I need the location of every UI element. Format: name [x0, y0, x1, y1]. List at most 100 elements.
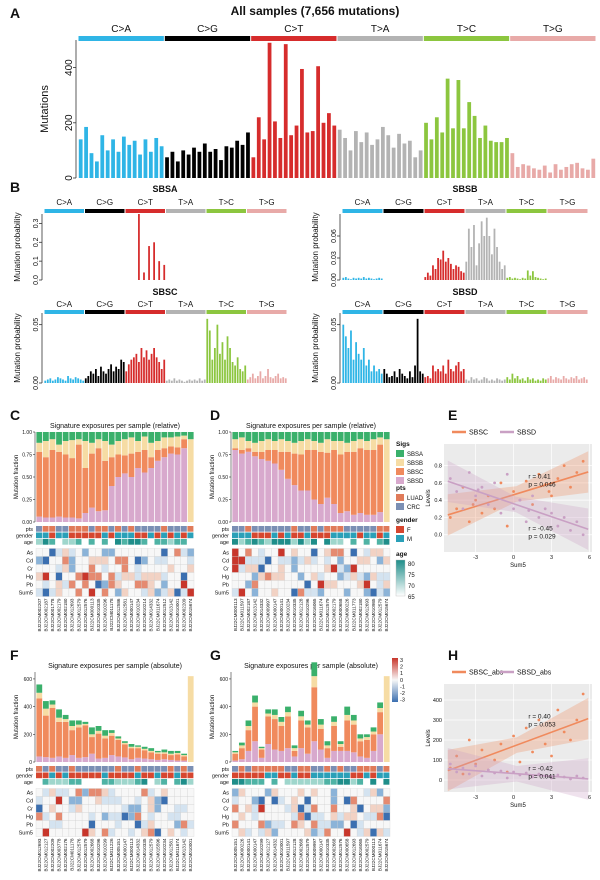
- heat-cell: [75, 796, 83, 805]
- bar-sbsc: [56, 721, 62, 757]
- heat-cell: [297, 788, 305, 797]
- legend-item: F: [407, 528, 411, 534]
- bar: [64, 380, 67, 383]
- annot-label: gender: [212, 774, 229, 780]
- annot-cell: [62, 766, 69, 772]
- heat-cell: [343, 812, 351, 821]
- bar-sbsb: [304, 439, 311, 450]
- heat-cell: [128, 820, 135, 829]
- bar: [213, 348, 216, 383]
- bar: [424, 277, 427, 280]
- heat-cell: [42, 812, 50, 821]
- annot-cell: [291, 532, 298, 539]
- bar: [370, 144, 374, 178]
- heat-cell: [277, 796, 285, 805]
- annot-cell: [343, 766, 350, 772]
- heat-cell: [324, 572, 331, 581]
- sample-label: BJ22CM010001: [188, 838, 193, 871]
- heat-cell: [251, 564, 259, 573]
- y-tick-label: 600: [24, 677, 33, 683]
- annot-cell: [304, 532, 311, 539]
- bar: [365, 278, 368, 280]
- bar-sbsc: [62, 454, 69, 518]
- bar: [154, 137, 159, 178]
- heat-cell: [231, 820, 239, 829]
- heat-cell: [134, 572, 142, 581]
- heat-cell: [121, 548, 129, 557]
- bar-sbsb: [49, 704, 56, 708]
- annot-cell: [232, 526, 238, 532]
- heat-cell: [363, 572, 371, 581]
- chart-title: Signature exposures per sample (relative…: [50, 423, 180, 430]
- annot-label: gender: [16, 774, 33, 780]
- heat-cell: [383, 556, 391, 565]
- sample-label: BJ22CM012579: [325, 598, 330, 631]
- annot-cell: [297, 772, 304, 779]
- heat-cell: [238, 572, 246, 581]
- heat-cell: [264, 564, 272, 573]
- panel-letter-e: E: [448, 407, 457, 423]
- heat-cell: [277, 804, 285, 813]
- heat-cell: [187, 580, 195, 589]
- annot-cell: [134, 539, 141, 545]
- sample-label: BJ22CM010234: [285, 598, 290, 631]
- type-label: T>C: [519, 198, 535, 207]
- heat-cell: [330, 788, 338, 797]
- heat-cell: [277, 788, 285, 797]
- bar-sbsa: [115, 736, 122, 739]
- bar-sbsb: [377, 437, 384, 445]
- heat-cell: [68, 788, 76, 797]
- bar: [564, 166, 569, 178]
- heat-cell: [277, 828, 285, 837]
- annot-cell: [161, 772, 168, 779]
- type-label: C>T: [138, 198, 153, 207]
- bar-sbsd: [62, 757, 69, 762]
- heat-cell: [134, 788, 142, 797]
- heat-cell: [317, 788, 325, 797]
- annot-cell: [376, 526, 383, 532]
- type-label: T>C: [457, 24, 476, 35]
- sample-label: BJ22CM010234: [162, 838, 167, 871]
- heat-cell: [108, 820, 116, 829]
- bar-sbsb: [95, 730, 102, 734]
- annot-cell: [264, 779, 271, 785]
- type-label: T>A: [178, 300, 194, 309]
- annot-cell: [161, 779, 168, 785]
- bar-sbsd: [278, 750, 285, 762]
- data-point: [518, 498, 522, 502]
- data-point: [471, 503, 475, 506]
- type-band-0: [78, 36, 164, 41]
- bar-sbsc: [370, 450, 377, 515]
- bar-sbsb: [317, 442, 324, 452]
- bar-sbsb: [370, 439, 377, 450]
- bar-sbsa: [232, 750, 239, 753]
- bar: [150, 353, 153, 383]
- annot-cell: [278, 532, 285, 539]
- annot-cell: [101, 779, 108, 785]
- heat-cell: [304, 556, 312, 565]
- annot-cell: [147, 772, 154, 779]
- annot-cell: [68, 772, 75, 779]
- data-point: [518, 773, 522, 777]
- bar: [432, 365, 434, 383]
- heat-cell: [75, 812, 83, 821]
- annot-cell: [324, 539, 331, 545]
- bar: [485, 217, 488, 280]
- data-point: [474, 762, 478, 766]
- annot-label: pts: [222, 527, 230, 533]
- annot-cell: [370, 539, 377, 545]
- bar: [143, 139, 148, 178]
- y-axis-label: Levels: [426, 489, 432, 506]
- heat-cell: [95, 572, 102, 581]
- heat-cell: [174, 804, 181, 813]
- bar-sbsb: [95, 439, 102, 449]
- heat-cell: [376, 556, 384, 565]
- bar: [305, 132, 310, 178]
- heat-cell: [363, 548, 371, 557]
- annot-cell: [383, 766, 390, 772]
- annot-cell: [363, 532, 370, 539]
- heat-cell: [114, 812, 122, 821]
- heat-cell: [154, 572, 162, 581]
- sample-label: BJ22CM011773: [351, 598, 356, 631]
